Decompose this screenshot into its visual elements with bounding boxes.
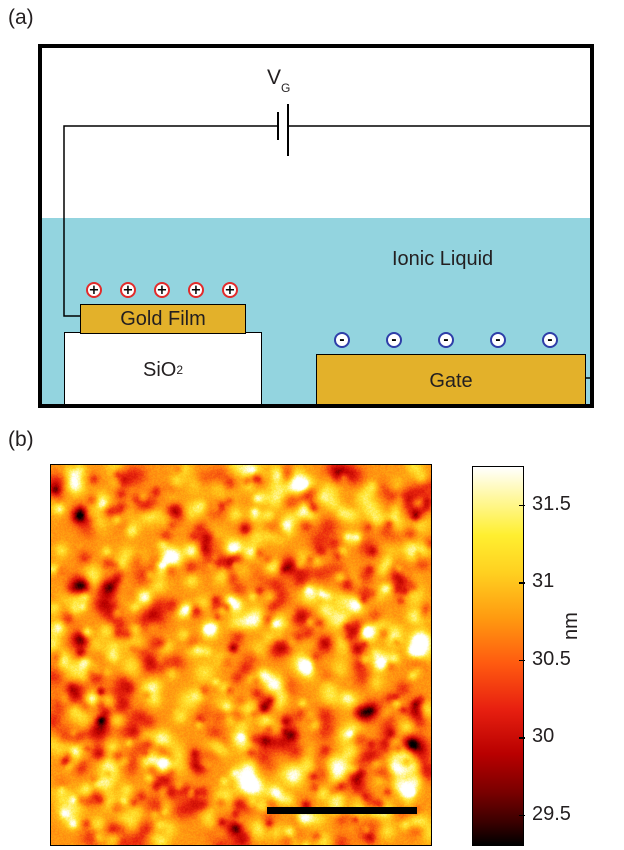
positive-ion-icon: + xyxy=(120,282,136,298)
negative-ion-icon: - xyxy=(334,332,350,348)
sio2-substrate: SiO 2 xyxy=(64,332,262,404)
colorbar-tick xyxy=(519,814,525,817)
gold-film: Gold Film xyxy=(80,304,246,334)
gate-electrode: Gate xyxy=(316,354,586,404)
positive-ion-icon: + xyxy=(154,282,170,298)
negative-ion-icon: - xyxy=(438,332,454,348)
colorbar-tick-label: 29.5 xyxy=(532,802,571,825)
gate-voltage-label: VG xyxy=(267,66,291,95)
device-schematic: VG Ionic Liquid SiO 2 Gold Film Gate + + + +… xyxy=(38,44,594,408)
circuit-wire xyxy=(63,104,590,379)
positive-ion-icon: + xyxy=(188,282,204,298)
colorbar-tick xyxy=(519,504,525,507)
colorbar-unit: nm xyxy=(560,612,582,640)
negative-ion-icon: - xyxy=(542,332,558,348)
ionic-liquid-label: Ionic Liquid xyxy=(392,248,494,270)
positive-ion-icon: + xyxy=(222,282,238,298)
scale-bar xyxy=(267,807,417,814)
colorbar xyxy=(472,466,524,846)
colorbar-tick-label: 30 xyxy=(532,725,555,748)
negative-ion-icon: - xyxy=(490,332,506,348)
positive-ion-icon: + xyxy=(86,282,102,298)
panel-a-label: (a) xyxy=(8,6,34,29)
colorbar-tick xyxy=(519,737,525,739)
colorbar-tick-label: 30.5 xyxy=(532,647,571,670)
panel-b-label: (b) xyxy=(8,428,34,451)
colorbar-tick-label: 31 xyxy=(532,570,555,593)
colorbar-tick xyxy=(519,659,525,662)
colorbar-tick xyxy=(519,582,525,584)
negative-ion-icon: - xyxy=(386,332,402,348)
colorbar-tick-label: 31.5 xyxy=(532,492,571,515)
afm-height-map xyxy=(50,464,432,846)
